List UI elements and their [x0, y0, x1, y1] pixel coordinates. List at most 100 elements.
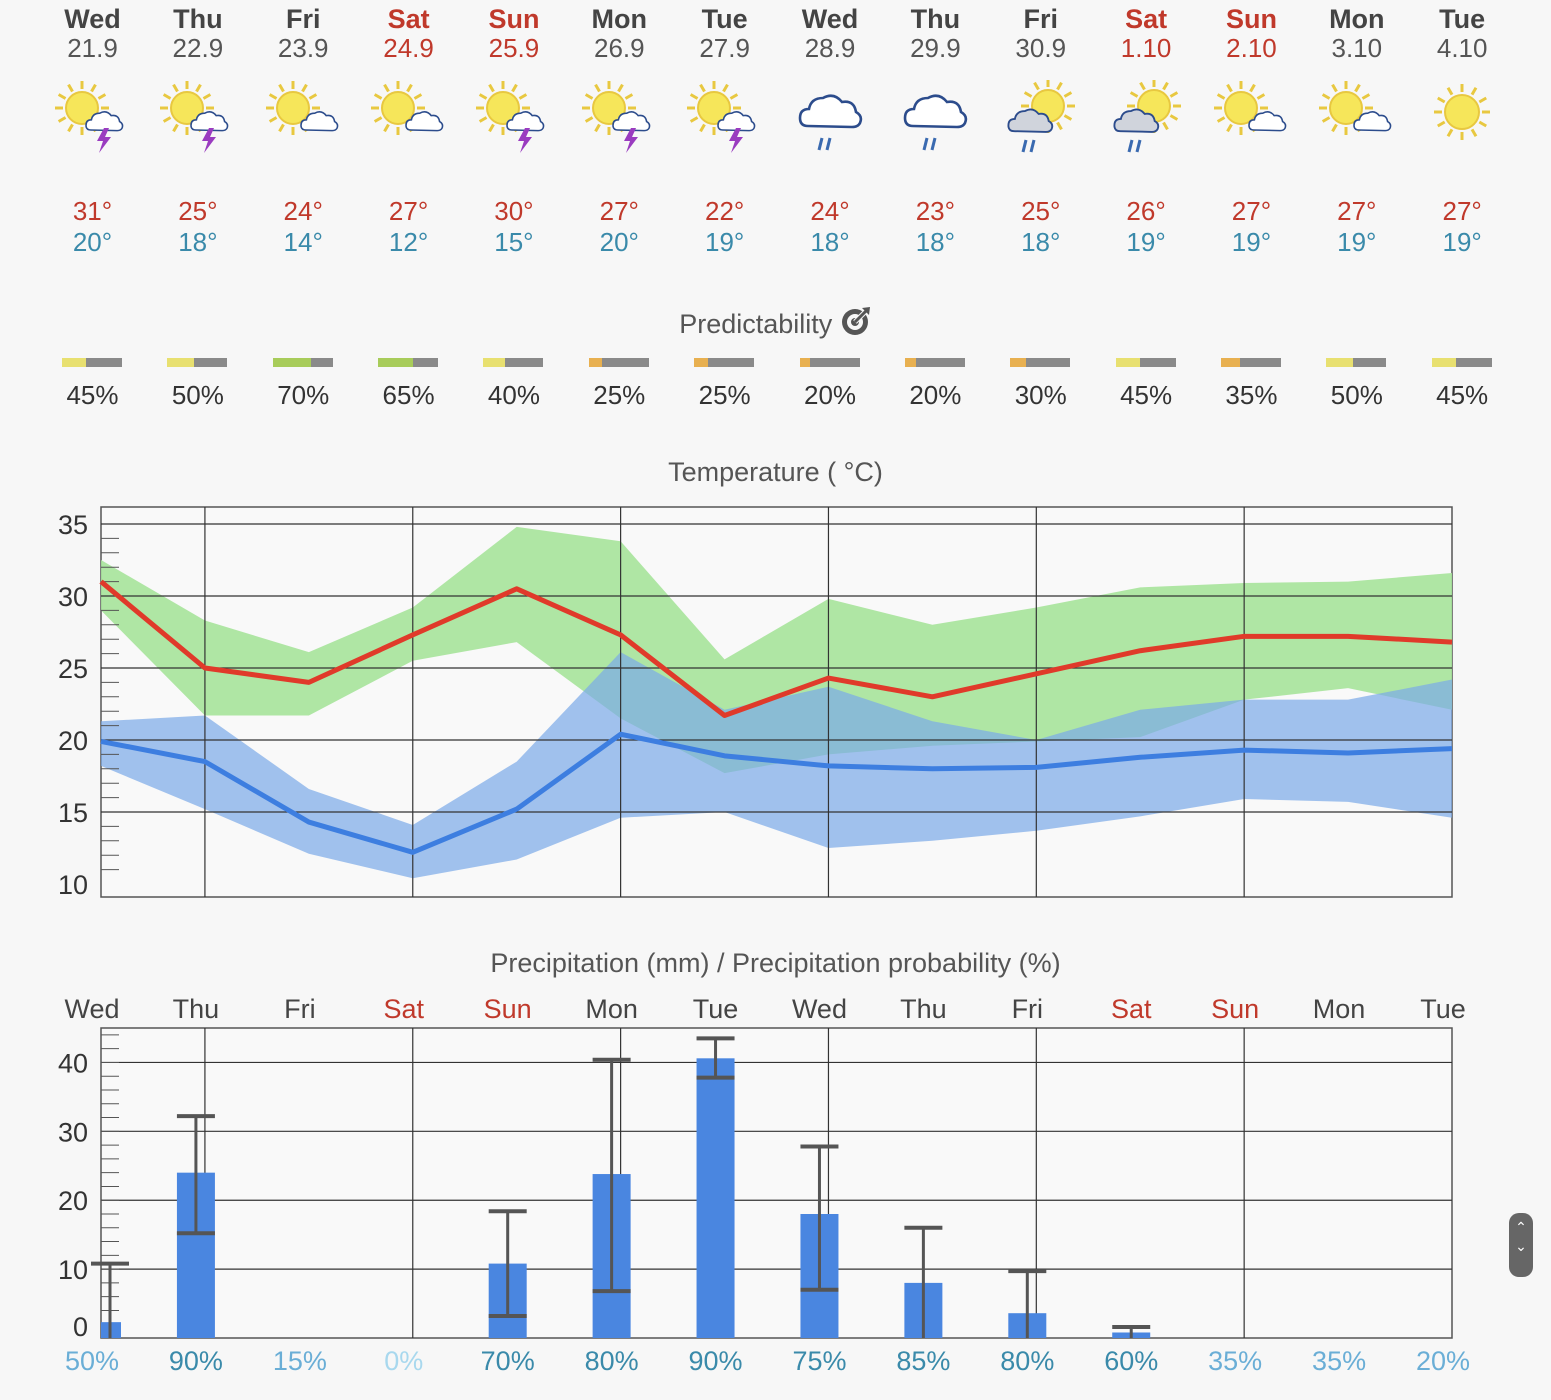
max-temperature: 27° — [1231, 196, 1272, 226]
sun-cloud-icon — [265, 81, 339, 135]
day-date: 28.9 — [804, 33, 856, 63]
day-name: Sat — [387, 4, 430, 34]
temperature-chart: 10 15 20 25 30 35 — [58, 506, 1453, 900]
precip-probability: 80% — [1000, 1346, 1054, 1376]
max-temperature: 22° — [704, 196, 745, 226]
max-temperature: 26° — [1126, 196, 1166, 226]
temperature-row: 31° 20° 25° 18° 24° 14° 27° 12° 30° 15° 27° 20° 22° 1… — [40, 196, 1515, 266]
min-temperature: 18° — [810, 227, 850, 257]
day-date: 24.9 — [383, 33, 434, 63]
day-temperatures: 24° 14° — [251, 196, 356, 258]
precip-probability: 90% — [169, 1346, 223, 1376]
max-temperature: 27° — [1442, 196, 1482, 226]
sun-thunder-icon — [476, 81, 545, 153]
predictability-bar — [378, 358, 439, 367]
day-temperatures: 27° 20° — [567, 196, 672, 258]
min-temperature: 20° — [599, 227, 639, 257]
predictability-bar — [1010, 358, 1071, 367]
day-name: Sun — [488, 4, 540, 34]
day-date: 1.10 — [1120, 33, 1172, 63]
predictability-title: Predictability — [0, 305, 1551, 340]
precip-day-label: Sun — [1211, 994, 1259, 1024]
precip-probability: 15% — [273, 1346, 327, 1376]
min-temperature: 20° — [72, 227, 113, 257]
precipitation-bar — [696, 1058, 735, 1338]
day-name: Wed — [801, 4, 859, 34]
temperature-range-band — [101, 526, 1452, 774]
day-name: Mon — [1329, 4, 1385, 34]
precip-probability: 80% — [585, 1346, 639, 1376]
sun-cloud-rain-icon — [1113, 80, 1181, 153]
day-column-header: Fri 30.9 — [988, 4, 1093, 64]
predictability-percent: 20% — [909, 380, 962, 410]
max-temperature: 24° — [810, 196, 850, 226]
predictability-fill — [1326, 358, 1354, 367]
day-date: 4.10 — [1436, 33, 1488, 63]
day-date: 3.10 — [1331, 33, 1383, 63]
predictability-bar — [62, 358, 122, 367]
precip-day-label: Sun — [484, 994, 532, 1024]
max-temperature: 25° — [1021, 196, 1061, 226]
predictability-fill — [1220, 358, 1240, 367]
temperature-line — [99, 579, 1453, 719]
precipitation-plot-area — [100, 1027, 1453, 1339]
predictability-bar — [904, 358, 965, 367]
day-date: 30.9 — [1015, 33, 1067, 63]
precip-day-label: Wed — [64, 994, 119, 1024]
scroll-handle[interactable]: ⌃ ⌄ — [1509, 1213, 1533, 1277]
precip-day-label: Sat — [1111, 994, 1152, 1024]
day-temperatures: 23° 18° — [883, 196, 988, 258]
predictability-percent: 45% — [66, 380, 119, 410]
day-date: 22.9 — [172, 33, 224, 63]
predictability-percent: 50% — [171, 380, 224, 410]
y-tick-label: 30 — [58, 582, 88, 612]
day-name: Tue — [1439, 4, 1486, 34]
y-tick-label: 30 — [58, 1117, 88, 1147]
precip-day-label: Tue — [1420, 994, 1466, 1024]
predictability-percent: 30% — [1014, 380, 1067, 410]
day-column-header: Sat 24.9 — [356, 4, 461, 64]
predictability-fill — [378, 358, 414, 367]
precip-probability: 75% — [792, 1346, 846, 1376]
precip-day-label: Fri — [1012, 994, 1043, 1024]
min-temperature: 18° — [915, 227, 956, 257]
day-column-header: Mon 3.10 — [1304, 4, 1409, 64]
min-temperature: 15° — [494, 227, 534, 257]
day-column-header: Sun 25.9 — [461, 4, 566, 64]
predictability-fill — [167, 358, 195, 367]
precip-day-label: Thu — [900, 994, 947, 1024]
predictability-bar — [588, 358, 649, 367]
day-date: 29.9 — [910, 33, 961, 63]
predictability-bar — [1220, 358, 1281, 367]
y-tick-label: 40 — [58, 1048, 88, 1078]
predictability-fill — [588, 358, 603, 367]
predictability-percent: 35% — [1225, 380, 1278, 410]
predictability-percent: 25% — [698, 380, 751, 410]
predictability-percent: 45% — [1436, 380, 1489, 410]
temperature-range-band — [101, 652, 1452, 879]
max-temperature: 31° — [72, 196, 113, 226]
day-name: Sun — [1225, 4, 1277, 34]
predictability-label: Predictability — [679, 309, 833, 339]
precipitation-chart: Wed Thu Fri Sat Sun Mon Tue Wed Thu Fri Sat Sun Mon T… — [58, 994, 1470, 1376]
precip-probability: 20% — [1416, 1346, 1470, 1376]
day-name: Tue — [701, 4, 748, 34]
predictability-fill — [1115, 358, 1140, 367]
max-temperature: 24° — [283, 196, 323, 226]
day-name: Wed — [64, 4, 121, 34]
predictability-fill — [272, 358, 311, 367]
precip-probability: 90% — [689, 1346, 743, 1376]
precip-day-label: Tue — [693, 994, 739, 1024]
day-date: 2.10 — [1226, 33, 1277, 63]
day-name: Fri — [285, 4, 321, 34]
day-name: Fri — [1023, 4, 1058, 34]
predictability-bar — [272, 358, 333, 367]
day-name: Thu — [173, 4, 223, 34]
predictability-fill — [483, 358, 506, 367]
day-name: Thu — [910, 4, 961, 34]
predictability-percent: 45% — [1120, 380, 1173, 410]
precip-probability: 60% — [1104, 1346, 1158, 1376]
sun-cloud-icon — [1213, 81, 1287, 135]
min-temperature: 19° — [1337, 227, 1377, 257]
day-header: Wed 21.9 Thu 22.9 Fri 23.9 Sat 24.9 Sun 25.9 Mon 26… — [40, 4, 1515, 74]
